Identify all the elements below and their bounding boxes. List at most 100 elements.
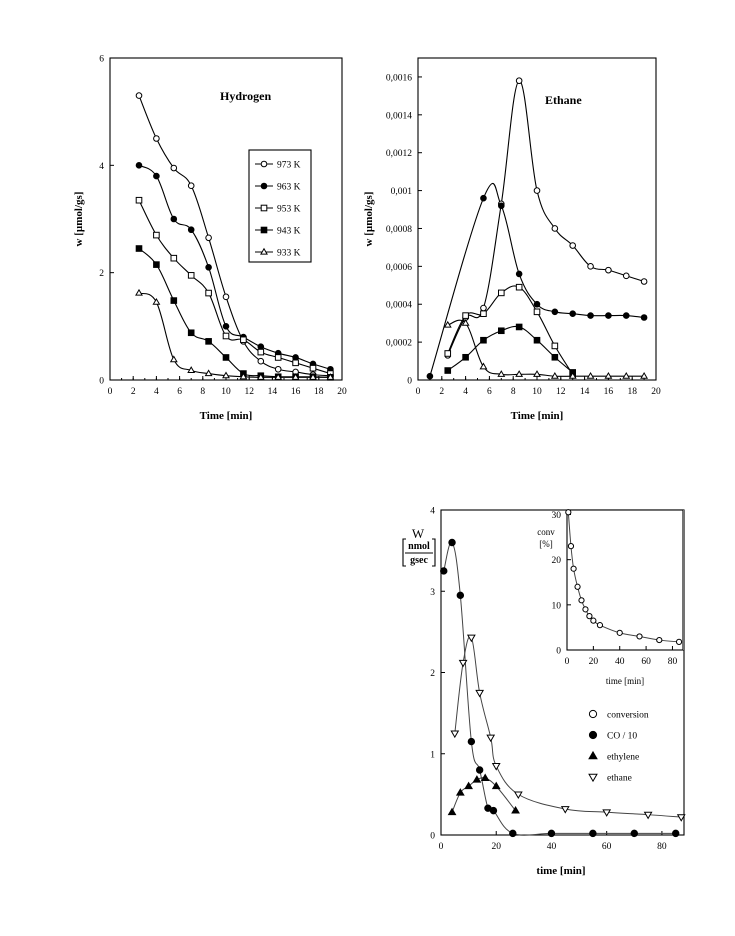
hydrogen-point-943-k <box>187 329 195 337</box>
hydrogen-title: Hydrogen <box>220 89 271 103</box>
product-rates-point-ethane <box>560 806 570 814</box>
conversion-x-tick-label: 20 <box>589 657 599 667</box>
hydrogen-point-953-k <box>135 196 143 204</box>
conversion-x-axis-title: time [min] <box>606 676 644 686</box>
ethane-y-tick-label: 0,0012 <box>386 149 412 159</box>
hydrogen-x-tick-label: 0 <box>108 387 113 397</box>
product-rates-point-ethane <box>676 814 686 822</box>
hydrogen-point-953-k <box>170 254 178 262</box>
product-rates-point-co-10 <box>456 591 465 600</box>
product-rates-point-ethane <box>458 659 468 668</box>
product-rates-legend-marker-ethylene <box>588 750 598 760</box>
ethane-x-tick-label: 16 <box>604 387 614 397</box>
product-rates-point-co-10 <box>475 766 484 774</box>
ethane-chart: Ethane Time [min] w [µmol/gs] 0 2 4 6 8 10 12 1… <box>363 57 661 422</box>
hydrogen-x-tick-label: 6 <box>177 387 182 397</box>
ethane-point-933-k <box>497 370 506 377</box>
ethane-x-tick-label: 12 <box>556 387 566 397</box>
hydrogen-point-933-k <box>204 369 213 377</box>
ethane-x-tick-label: 20 <box>651 387 661 397</box>
hydrogen-point-933-k <box>239 372 248 380</box>
conversion-markers <box>565 509 683 645</box>
hydrogen-point-963-k <box>170 215 178 223</box>
hydrogen-point-953-k <box>240 336 247 344</box>
ethane-point-933-k <box>515 370 524 377</box>
ethane-x-tick-label: 10 <box>532 387 542 397</box>
conversion-point-conversion <box>570 565 577 572</box>
product-rates-x-tick-label: 0 <box>439 842 444 852</box>
conversion-y-tick-label: 10 <box>552 601 562 611</box>
hydrogen-point-933-k <box>256 373 265 380</box>
ethane-x-axis-title: Time [min] <box>511 410 564 422</box>
ethane-point-933-k <box>604 371 613 379</box>
product-rates-point-ethylene <box>491 781 501 790</box>
product-rates-y-tick-label: 4 <box>430 507 435 517</box>
conversion-y-label-bottom: [%] <box>539 539 553 549</box>
ethane-point-953-k <box>462 312 469 319</box>
ethane-point-953-k <box>515 283 523 291</box>
ethane-point-953-k <box>498 289 505 297</box>
ethane-point-953-k <box>551 342 559 350</box>
product-rates-point-co-10 <box>630 829 638 838</box>
conversion-x-tick-label: 0 <box>565 657 570 667</box>
ethane-point-963-k <box>569 310 577 318</box>
product-rates-point-ethane <box>486 734 496 743</box>
product-rates-y-ticks: 0 1 2 3 4 <box>430 507 445 842</box>
hydrogen-y-axis-title: w [µmol/gs] <box>73 192 85 247</box>
ethane-point-973-k <box>587 263 594 270</box>
ethane-point-933-k <box>550 371 559 379</box>
product-rates-point-co-10 <box>440 567 448 575</box>
ethane-point-953-k <box>480 310 487 318</box>
ethane-y-tick-label: 0,0014 <box>386 111 412 121</box>
product-rates-point-ethane <box>643 811 653 820</box>
conversion-point-conversion <box>590 617 597 624</box>
hydrogen-legend-label-973-k: 973 K <box>277 161 301 171</box>
ethane-point-973-k <box>551 225 559 232</box>
ethane-point-933-k <box>586 371 595 379</box>
hydrogen-x-axis-title: Time [min] <box>200 410 253 422</box>
ethane-y-tick-label: 0,0008 <box>386 225 412 235</box>
conversion-y-tick-label: 0 <box>556 647 561 657</box>
hydrogen-point-973-k <box>135 92 143 99</box>
hydrogen-curve-943-k <box>138 248 331 378</box>
conversion-point-conversion <box>675 638 683 645</box>
product-rates-point-ethylene <box>480 773 490 782</box>
ethane-point-963-k <box>426 372 434 380</box>
ethane-point-963-k <box>533 300 541 308</box>
ethane-x-tick-label: 18 <box>627 387 637 397</box>
conversion-x-ticks: 0 20 40 60 80 <box>565 646 677 667</box>
ethane-point-963-k <box>498 202 505 210</box>
hydrogen-y-ticks: 0 2 4 6 <box>99 55 114 387</box>
hydrogen-point-963-k <box>135 162 143 169</box>
hydrogen-point-933-k <box>222 371 230 379</box>
hydrogen-point-933-k <box>152 297 161 305</box>
product-rates-point-co-10 <box>547 829 556 838</box>
ethane-point-973-k <box>533 187 541 194</box>
ethane-curve-943-k <box>447 325 574 373</box>
ethane-point-943-k <box>498 327 505 335</box>
product-rates-x-tick-label: 80 <box>657 842 667 852</box>
ethane-y-tick-label: 0 <box>407 377 412 387</box>
hydrogen-curves <box>138 95 331 378</box>
hydrogen-point-963-k <box>257 343 265 351</box>
conversion-point-conversion <box>656 636 663 644</box>
hydrogen-point-973-k <box>222 293 230 301</box>
ethane-point-943-k <box>533 336 541 344</box>
conversion-x-tick-label: 60 <box>641 657 651 667</box>
hydrogen-markers <box>135 92 335 381</box>
hydrogen-point-933-k <box>274 373 283 380</box>
conversion-inset-background <box>567 510 684 650</box>
product-rates-legend-marker-conversion <box>588 709 598 719</box>
hydrogen-point-963-k <box>205 264 212 271</box>
product-rates-y-axis-title: W nmol gsec <box>402 526 436 567</box>
ethane-point-943-k <box>444 367 452 374</box>
hydrogen-point-963-k <box>187 226 195 234</box>
ethane-y-tick-label: 0,0016 <box>386 73 412 83</box>
hydrogen-x-tick-label: 18 <box>314 387 324 397</box>
hydrogen-point-963-k <box>292 354 299 361</box>
hydrogen-point-973-k <box>274 365 282 373</box>
hydrogen-point-953-k <box>274 354 282 361</box>
product-rates-markers <box>440 538 686 838</box>
product-rates-y-label-num: nmol <box>408 541 430 552</box>
ethane-x-tick-label: 8 <box>511 387 516 397</box>
